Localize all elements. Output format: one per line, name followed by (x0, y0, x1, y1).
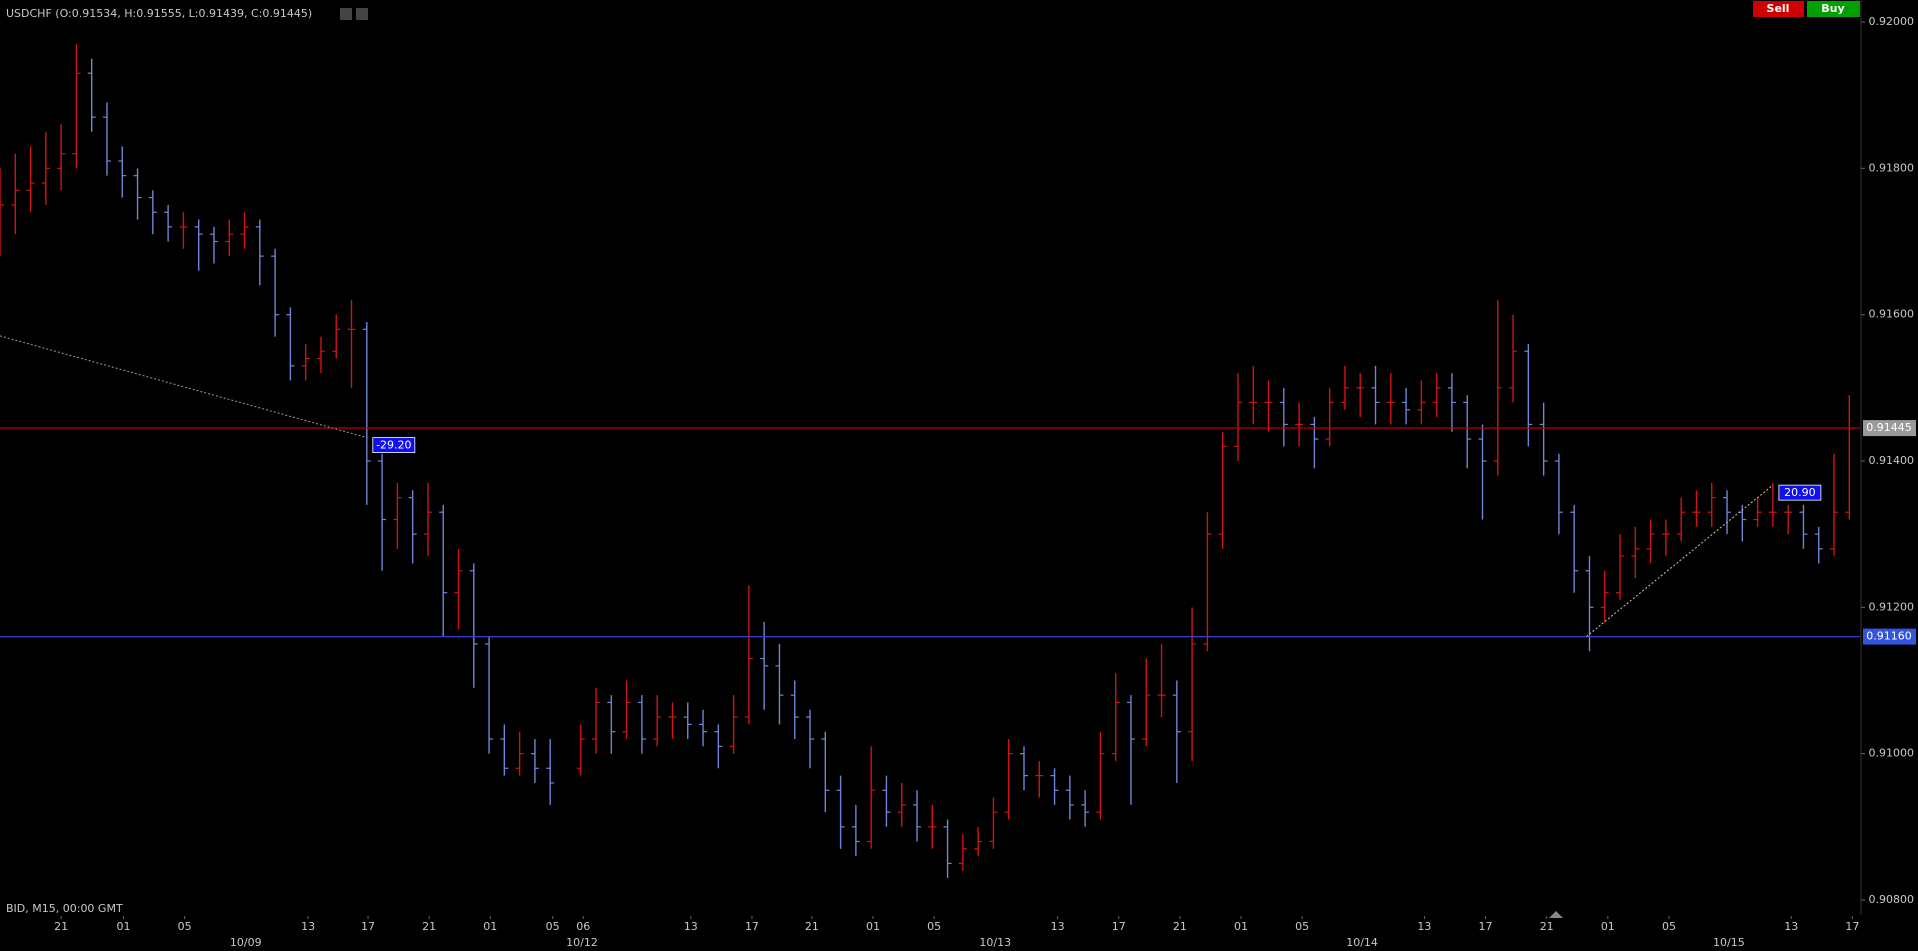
buy-label[interactable]: Buy (1821, 2, 1844, 15)
price-label: 0.91445 (1866, 421, 1912, 434)
x-tick-label: 21 (54, 920, 68, 933)
sell-label[interactable]: Sell (1767, 2, 1790, 15)
x-tick-label: 13 (301, 920, 315, 933)
x-tick-label: 13 (1051, 920, 1065, 933)
x-tick-label: 01 (1234, 920, 1248, 933)
buy-button[interactable] (1807, 1, 1860, 17)
y-tick-label: 0.91600 (1869, 308, 1915, 321)
x-tick-label: 21 (1540, 920, 1554, 933)
x-tick-label: 05 (927, 920, 941, 933)
x-tick-label: 13 (1784, 920, 1798, 933)
trend-label: 20.90 (1784, 486, 1816, 499)
price-label-box (1863, 420, 1916, 437)
x-tick-label: 13 (1417, 920, 1431, 933)
date-label: 10/12 (566, 936, 598, 949)
price-label: 0.91160 (1866, 630, 1912, 643)
scroll-marker[interactable] (1549, 911, 1563, 918)
trend-line (0, 335, 367, 439)
symbol-header: USDCHF (O:0.91534, H:0.91555, L:0.91439,… (6, 7, 312, 20)
price-label-box (1863, 628, 1916, 645)
y-tick-label: 0.91800 (1869, 161, 1915, 174)
x-tick-label: 17 (745, 920, 759, 933)
x-tick-label: 05 (1295, 920, 1309, 933)
x-tick-label: 05 (1662, 920, 1676, 933)
x-tick-label: 21 (422, 920, 436, 933)
x-tick-label: 01 (1601, 920, 1615, 933)
x-tick-label: 17 (1845, 920, 1859, 933)
x-tick-label: 17 (361, 920, 375, 933)
x-tick-label: 01 (866, 920, 880, 933)
x-tick-label: 13 (684, 920, 698, 933)
x-tick-label: 05 (178, 920, 192, 933)
sell-button[interactable] (1753, 1, 1804, 17)
footer-info: BID, M15, 00:00 GMT (6, 902, 123, 915)
x-tick-label: 06 (576, 920, 590, 933)
x-tick-label: 05 (546, 920, 560, 933)
y-tick-label: 0.91400 (1869, 454, 1915, 467)
date-label: 10/13 (979, 936, 1011, 949)
trend-label: -29.20 (376, 439, 411, 452)
y-tick-label: 0.92000 (1869, 15, 1915, 28)
trend-line (1586, 484, 1774, 637)
trend-label-box (372, 437, 416, 453)
y-tick-label: 0.91200 (1869, 600, 1915, 613)
x-tick-label: 21 (1173, 920, 1187, 933)
y-tick-label: 0.90800 (1869, 893, 1915, 906)
x-tick-label: 21 (805, 920, 819, 933)
settings-icon[interactable] (340, 8, 352, 20)
y-tick-label: 0.91000 (1869, 747, 1915, 760)
date-label: 10/09 (230, 936, 262, 949)
settings-icon[interactable] (356, 8, 368, 20)
x-tick-label: 17 (1479, 920, 1493, 933)
date-label: 10/15 (1713, 936, 1745, 949)
date-label: 10/14 (1346, 936, 1378, 949)
x-tick-label: 17 (1112, 920, 1126, 933)
x-tick-label: 01 (116, 920, 130, 933)
trend-label-box (1778, 484, 1822, 501)
x-tick-label: 01 (483, 920, 497, 933)
